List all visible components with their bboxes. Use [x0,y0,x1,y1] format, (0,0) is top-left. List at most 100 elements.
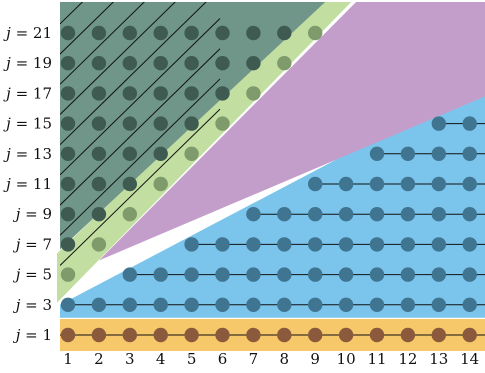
y-label: j = 19 [3,54,52,72]
y-label: j = 13 [3,145,52,163]
node-j9-x1 [60,207,76,222]
node-j3-x7 [246,297,261,312]
node-j19-x1 [60,56,76,71]
x-label: 8 [280,350,290,368]
node-j1-x7 [246,327,261,343]
x-label: 14 [460,350,479,368]
node-j5-x13 [431,267,446,282]
node-j21-x9 [308,25,323,41]
node-j17-x2 [91,86,107,101]
node-j11-x9 [308,176,323,192]
node-j13-x4 [153,146,168,161]
node-j19-x7 [246,56,261,71]
node-j1-x2 [91,327,107,343]
node-j15-x1 [60,116,76,131]
node-j7-x12 [400,237,416,252]
x-label: 6 [218,350,228,368]
x-label: 1 [63,350,73,368]
y-label: j = 1 [13,326,52,344]
node-j13-x2 [91,146,107,161]
node-j1-x11 [369,327,385,343]
node-j15-x2 [91,116,107,131]
y-label: j = 3 [13,296,52,314]
node-j1-x14 [462,327,477,343]
node-j13-x12 [400,146,416,161]
x-axis-labels: 1 2 3 4 5 6 7 8 9 10 11 12 13 14 [63,350,479,368]
node-j3-x4 [153,297,168,312]
node-j7-x6 [215,237,230,252]
node-j5-x4 [153,267,168,282]
node-j15-x13 [431,116,446,131]
x-label: 11 [367,350,386,368]
node-j1-x3 [122,327,137,343]
node-j17-x3 [122,86,137,101]
node-j17-x5 [184,86,199,101]
node-j7-x8 [277,237,292,252]
node-j3-x9 [308,297,323,312]
diagonal-line [60,2,221,55]
node-j9-x2 [91,207,107,222]
diagonal-line [60,18,221,176]
node-j21-x4 [153,25,168,41]
node-j21-x5 [184,25,199,41]
node-j19-x3 [122,56,137,71]
node-j3-x6 [215,297,230,312]
node-j11-x11 [369,176,385,192]
x-label: 7 [249,350,259,368]
node-j7-x9 [308,237,323,252]
x-label: 2 [94,350,104,368]
node-j19-x5 [184,56,199,71]
node-j21-x7 [246,25,261,41]
node-j13-x5 [184,146,199,161]
node-j1-x9 [308,327,323,343]
y-label: j = 9 [13,205,52,223]
node-j17-x1 [60,86,76,101]
x-label: 10 [337,350,356,368]
x-label: 5 [187,350,197,368]
diagonal-line [60,108,221,266]
node-j13-x13 [431,146,446,161]
node-j1-x1 [60,327,76,343]
node-j7-x1 [60,237,76,252]
node-j1-x8 [277,327,292,343]
node-j13-x11 [369,146,385,161]
y-label: j = 15 [3,115,52,133]
node-j7-x13 [431,237,446,252]
node-j7-x5 [184,237,199,252]
x-label: 12 [398,350,417,368]
node-j17-x7 [246,86,261,101]
node-j5-x14 [462,267,477,282]
node-j13-x3 [122,146,137,161]
node-j5-x3 [122,267,137,282]
node-j19-x2 [91,56,107,71]
x-label: 3 [125,350,135,368]
node-j9-x13 [431,207,446,222]
node-j13-x1 [60,146,76,161]
node-j5-x5 [184,267,199,282]
node-j1-x13 [431,327,446,343]
node-j7-x2 [91,237,107,252]
node-j3-x5 [184,297,199,312]
node-j15-x3 [122,116,137,131]
node-j3-x12 [400,297,416,312]
node-j9-x8 [277,207,292,222]
node-j3-x3 [122,297,137,312]
node-j13-x14 [462,146,477,161]
node-j5-x1 [60,267,76,282]
node-j1-x4 [153,327,168,343]
node-j3-x14 [462,297,477,312]
node-j3-x2 [91,297,107,312]
purple-region [98,2,485,261]
node-j9-x12 [400,207,416,222]
node-j15-x5 [184,116,199,131]
y-label: j = 5 [13,266,52,284]
green-region [57,2,352,303]
diagonal-line [60,2,221,85]
node-j7-x11 [369,237,385,252]
node-j19-x4 [153,56,168,71]
node-j1-x5 [184,327,199,343]
node-j7-x10 [338,237,354,252]
node-j15-x4 [153,116,168,131]
node-j21-x6 [215,25,230,41]
node-j21-x2 [91,25,107,41]
